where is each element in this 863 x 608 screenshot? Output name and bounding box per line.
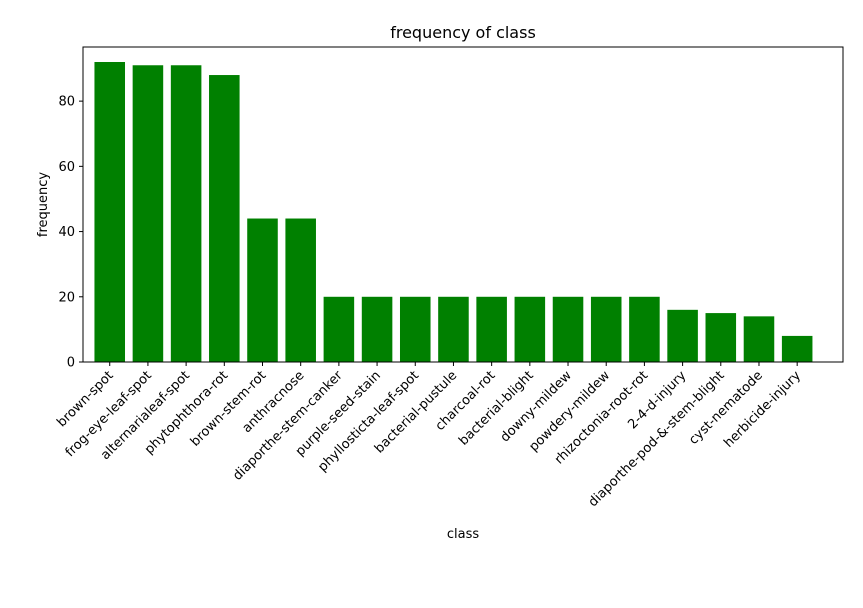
- bar-diaporthe-stem-canker: [323, 296, 355, 362]
- bar-powdery-mildew: [590, 296, 622, 362]
- bar-herbicide-injury: [781, 335, 813, 362]
- bar-charcoal-rot: [476, 296, 507, 362]
- bars-group: [94, 62, 813, 363]
- bar-frog-eye-leaf-spot: [132, 65, 164, 363]
- bar-diaporthe-pod-&-stem-blight: [705, 313, 737, 362]
- bar-phytophthora-rot: [209, 75, 240, 362]
- bar-purple-seed-stain: [361, 296, 393, 362]
- y-tick-label: 0: [67, 356, 75, 371]
- x-axis: brown-spotfrog-eye-leaf-spotalternariale…: [54, 362, 804, 510]
- bar-brown-stem-rot: [247, 218, 278, 362]
- bar-brown-spot: [94, 62, 126, 362]
- bar-alternarialeaf-spot: [170, 65, 202, 363]
- y-axis-label: frequency: [36, 172, 51, 238]
- bar-bacterial-pustule: [438, 296, 469, 362]
- bar-downy-mildew: [552, 296, 584, 362]
- bar-cyst-nematode: [743, 316, 775, 362]
- y-axis: 0 20 40 60 80: [58, 95, 83, 371]
- y-tick-label: 20: [58, 290, 75, 305]
- x-axis-label: class: [447, 527, 479, 542]
- bar-anthracnose: [285, 218, 316, 362]
- bar-rhizoctonia-root-rot: [629, 296, 660, 362]
- bar-2-4-d-injury: [667, 309, 698, 362]
- plot-area-frame: [82, 46, 844, 363]
- y-tick-label: 80: [58, 95, 75, 110]
- chart-title: frequency of class: [390, 23, 536, 42]
- y-tick-label: 60: [58, 160, 75, 175]
- y-tick-label: 40: [58, 225, 75, 240]
- bar-bacterial-blight: [514, 296, 546, 362]
- bar-phyllosticta-leaf-spot: [399, 296, 431, 362]
